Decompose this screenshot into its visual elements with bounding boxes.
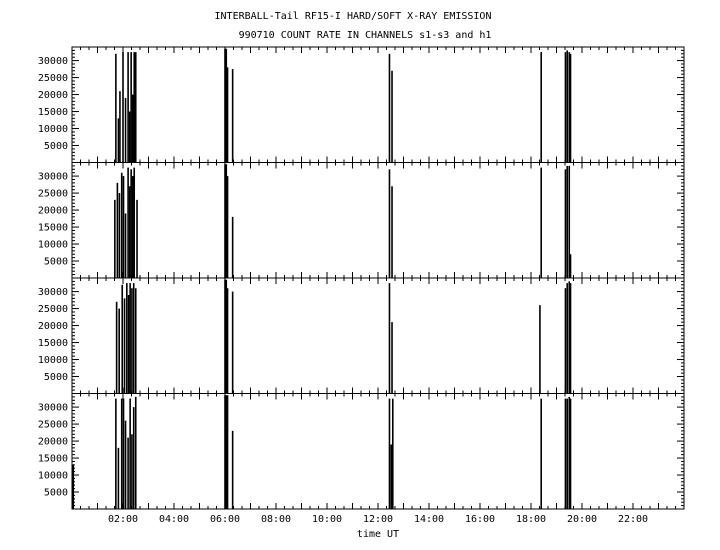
y-tick-label: 5000	[44, 488, 68, 499]
y-tick-label: 20000	[38, 90, 68, 101]
y-tick-label: 5000	[44, 141, 68, 152]
y-tick-label: 30000	[38, 56, 68, 67]
y-tick-label: 20000	[38, 206, 68, 217]
x-tick-label: 20:00	[567, 514, 597, 525]
y-tick-label: 30000	[38, 403, 68, 414]
chart-title: INTERBALL-Tail RF15-I HARD/SOFT X-RAY EM…	[215, 11, 492, 22]
y-tick-label: 5000	[44, 372, 68, 383]
x-tick-label: 10:00	[312, 514, 342, 525]
x-tick-label: 14:00	[414, 514, 444, 525]
y-tick-label: 10000	[38, 355, 68, 366]
y-tick-label: 20000	[38, 437, 68, 448]
panel-frame	[71, 277, 685, 394]
x-tick-label: 16:00	[465, 514, 495, 525]
y-tick-label: 25000	[38, 189, 68, 200]
y-tick-label: 15000	[38, 107, 68, 118]
y-tick-label: 10000	[38, 124, 68, 135]
x-tick-label: 08:00	[261, 514, 291, 525]
x-tick-label: 06:00	[210, 514, 240, 525]
x-tick-label: 12:00	[363, 514, 393, 525]
panel-2: 5000 10000 15000 20000 25000 30000	[38, 162, 685, 279]
x-axis: 02:00 04:00 06:00 08:00 10:00 12:00 14:00 16:00…	[108, 514, 648, 525]
y-tick-label: 5000	[44, 257, 68, 268]
chart-subtitle: 990710 COUNT RATE IN CHANNELS s1-s3 and …	[239, 30, 492, 41]
y-tick-label: 15000	[38, 454, 68, 465]
panel-3: 5000 10000 15000 20000 25000 30000	[38, 277, 685, 394]
y-tick-label: 25000	[38, 73, 68, 84]
x-tick-label: 22:00	[618, 514, 648, 525]
panel-1: 5000 10000 15000 20000 25000 30000	[38, 46, 685, 163]
y-tick-label: 25000	[38, 420, 68, 431]
panel-frame	[71, 393, 685, 510]
y-tick-label: 25000	[38, 304, 68, 315]
y-tick-label: 15000	[38, 338, 68, 349]
y-tick-label: 30000	[38, 172, 68, 183]
y-tick-label: 15000	[38, 223, 68, 234]
panel-4: 5000 10000 15000 20000 25000 30000	[38, 393, 685, 510]
y-tick-label: 30000	[38, 287, 68, 298]
x-tick-label: 04:00	[159, 514, 189, 525]
y-tick-label: 10000	[38, 471, 68, 482]
panel-stack: 5000 10000 15000 20000 25000 30000 5000 10000 15…	[38, 46, 685, 510]
panel-frame	[71, 46, 685, 163]
y-tick-label: 10000	[38, 240, 68, 251]
x-tick-label: 18:00	[516, 514, 546, 525]
x-axis-label: time UT	[357, 529, 399, 540]
x-tick-label: 02:00	[108, 514, 138, 525]
y-tick-label: 20000	[38, 321, 68, 332]
panel-frame	[71, 162, 685, 279]
